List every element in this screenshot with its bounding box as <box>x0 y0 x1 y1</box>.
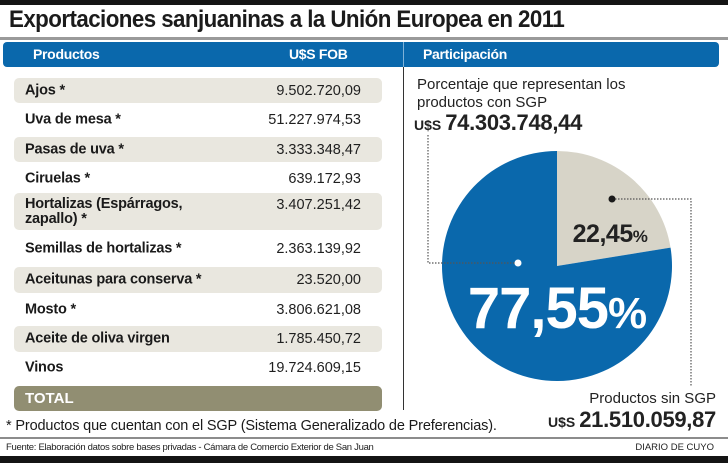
table-row: Vinos 19.724.609,15 <box>14 355 382 381</box>
table-row: Mosto * 3.806.621,08 <box>14 297 382 323</box>
product-name-line2: zapallo) * <box>25 210 87 227</box>
amount-value: 21.510.059,87 <box>579 407 716 432</box>
amount-value: 74.303.748,44 <box>445 110 583 135</box>
product-name: Vinos <box>25 359 64 376</box>
product-fob: 19.724.609,15 <box>268 360 361 376</box>
leader-dot-without-sgp <box>608 195 616 203</box>
header-fob: U$S FOB <box>289 46 348 62</box>
with-sgp-amount: U$S 74.303.748,44 <box>414 110 582 136</box>
product-fob: 3.407.251,42 <box>276 197 361 213</box>
slice-label-without-sgp: 22,45% <box>573 220 648 248</box>
product-fob: 2.363.139,92 <box>276 241 361 257</box>
table-row: Ajos * 9.502.720,09 <box>14 78 382 103</box>
table-row: Uva de mesa * 51.227.974,53 <box>14 107 382 132</box>
table-row: Semillas de hortalizas * 2.363.139,92 <box>14 236 382 262</box>
product-name: Aceite de oliva virgen <box>25 330 170 347</box>
header-participation: Participación <box>423 46 508 62</box>
leader-line-without-sgp <box>612 198 692 386</box>
source-credit: Fuente: Elaboración datos sobre bases pr… <box>6 442 374 453</box>
table-row: Aceite de oliva virgen 1.785.450,72 <box>14 326 382 352</box>
table-header: Productos U$S FOB Participación <box>3 42 719 67</box>
product-name: Hortalizas (Espárragos, zapallo) * <box>25 195 183 227</box>
bottom-bar <box>0 456 728 463</box>
without-sgp-label: Productos sin SGP <box>589 390 716 407</box>
product-fob: 23.520,00 <box>296 272 361 288</box>
product-name: Mosto * <box>25 301 76 318</box>
participation-intro: Porcentaje que representan los productos… <box>417 76 626 111</box>
page-title: Exportaciones sanjuaninas a la Unión Eur… <box>9 6 565 33</box>
footer-divider <box>0 437 728 439</box>
section-divider <box>403 67 404 410</box>
total-label: TOTAL <box>25 390 74 407</box>
product-name: Pasas de uva * <box>25 141 124 157</box>
product-fob: 51.227.974,53 <box>268 111 361 128</box>
product-fob: 639.172,93 <box>288 170 361 187</box>
footnote: * Productos que cuentan con el SGP (Sist… <box>6 418 497 434</box>
header-divider <box>403 42 404 67</box>
publisher-brand: DIARIO DE CUYO <box>635 442 714 453</box>
top-bar <box>0 0 728 5</box>
product-name: Ciruelas * <box>25 170 90 186</box>
header-products: Productos <box>33 46 100 62</box>
currency-label: U$S <box>414 117 442 133</box>
product-name-line1: Hortalizas (Espárragos, <box>25 195 183 212</box>
product-name: Uva de mesa * <box>25 111 121 127</box>
pie-slice-without-sgp <box>557 151 671 266</box>
table-row: Ciruelas * 639.172,93 <box>14 166 382 191</box>
leader-dot-with-sgp <box>514 259 522 267</box>
title-divider <box>0 37 728 40</box>
product-fob: 3.333.348,47 <box>276 141 361 158</box>
product-fob: 9.502.720,09 <box>276 82 361 99</box>
product-name: Ajos * <box>25 82 65 98</box>
slice-label-with-sgp: 77,55% <box>468 276 646 341</box>
table-row: Aceitunas para conserva * 23.520,00 <box>14 267 382 293</box>
table-row: Pasas de uva * 3.333.348,47 <box>14 137 382 162</box>
table-row: Hortalizas (Espárragos, zapallo) * 3.407… <box>14 193 382 230</box>
total-row: TOTAL <box>14 386 382 411</box>
product-name: Semillas de hortalizas * <box>25 240 182 257</box>
pie-slice-with-sgp <box>441 151 672 382</box>
without-sgp-amount: U$S 21.510.059,87 <box>548 407 716 433</box>
product-fob: 1.785.450,72 <box>276 331 361 347</box>
leader-line-with-sgp <box>427 135 518 264</box>
product-fob: 3.806.621,08 <box>276 302 361 318</box>
product-name: Aceitunas para conserva * <box>25 271 202 288</box>
currency-label: U$S <box>547 414 576 430</box>
